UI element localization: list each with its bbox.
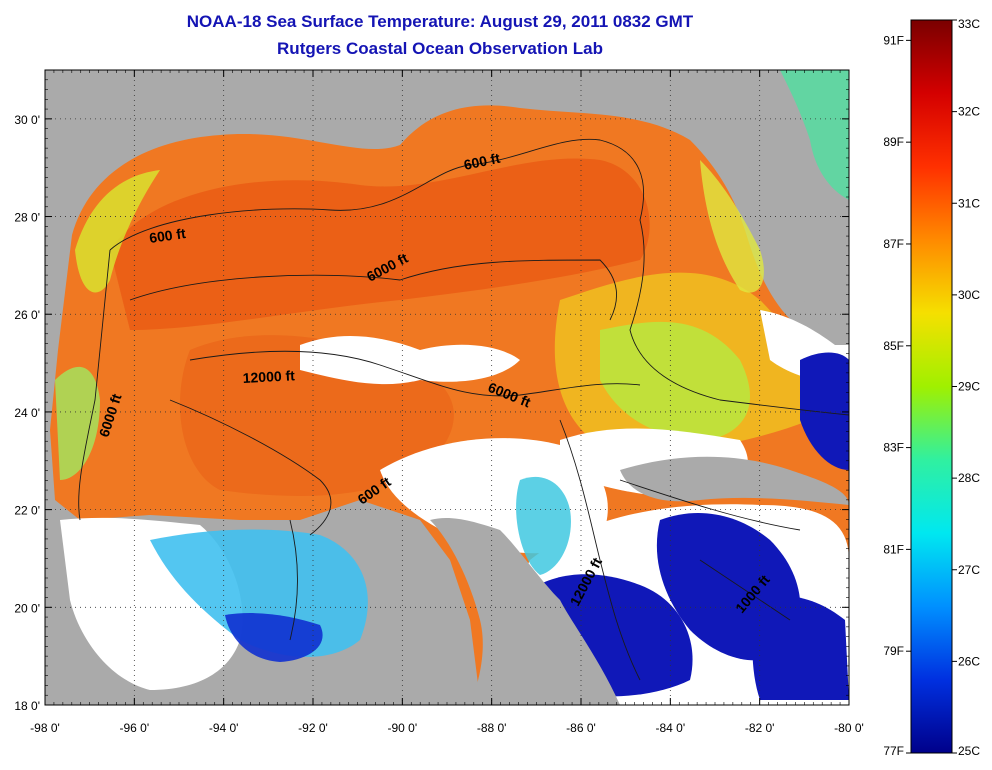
graticule bbox=[45, 70, 849, 705]
coastal-yellow-north bbox=[75, 170, 160, 293]
fahrenheit-label: 85F bbox=[883, 339, 904, 353]
fahrenheit-label: 77F bbox=[883, 744, 904, 758]
x-tick-label: -84 0' bbox=[656, 721, 686, 735]
x-tick-label: -82 0' bbox=[745, 721, 775, 735]
latitude-ticks: 18 0' 20 0' 22 0' 24 0' 26 0' 28 0' 30 0' bbox=[14, 69, 849, 713]
cuba-land bbox=[620, 456, 849, 505]
yucatan-land bbox=[430, 518, 620, 705]
cold-water-sw bbox=[225, 613, 323, 662]
cold-water-se-3 bbox=[752, 596, 849, 700]
transition-green bbox=[600, 321, 750, 440]
colorbar-fahrenheit-labels: 91F 89F 87F 85F 83F 81F 79F 77F bbox=[883, 33, 911, 758]
colorbar-celsius-labels: 33C 32C 31C 30C 29C 28C 27C 26C 25C bbox=[952, 17, 980, 758]
celsius-label: 32C bbox=[958, 105, 980, 119]
y-tick-label: 24 0' bbox=[14, 406, 40, 420]
contour-label: 600 ft bbox=[148, 225, 187, 246]
y-tick-label: 28 0' bbox=[14, 211, 40, 225]
atlantic-coastal-water bbox=[780, 70, 849, 200]
celsius-label: 33C bbox=[958, 17, 980, 31]
celsius-label: 31C bbox=[958, 196, 980, 210]
x-tick-label: -96 0' bbox=[120, 721, 150, 735]
contour-label: 12000 ft bbox=[242, 367, 295, 386]
cool-water-yucatan bbox=[516, 476, 571, 575]
celsius-label: 26C bbox=[958, 654, 980, 668]
florida-gulf-coast-water bbox=[700, 160, 764, 293]
bathymetry-contours bbox=[78, 138, 849, 681]
celsius-label: 27C bbox=[958, 563, 980, 577]
cold-water-east bbox=[800, 352, 849, 470]
fahrenheit-label: 91F bbox=[883, 33, 904, 47]
celsius-label: 28C bbox=[958, 471, 980, 485]
x-tick-label: -92 0' bbox=[298, 721, 328, 735]
celsius-label: 30C bbox=[958, 288, 980, 302]
y-tick-label: 30 0' bbox=[14, 113, 40, 127]
fahrenheit-label: 81F bbox=[883, 542, 904, 556]
y-tick-label: 18 0' bbox=[14, 699, 40, 713]
hot-core bbox=[110, 158, 650, 330]
longitude-ticks: -98 0' -96 0' -94 0' -92 0' -90 0' -88 0' -86 … bbox=[30, 70, 864, 735]
y-tick-label: 20 0' bbox=[14, 601, 40, 615]
fahrenheit-label: 79F bbox=[883, 644, 904, 658]
x-tick-label: -94 0' bbox=[209, 721, 239, 735]
x-tick-label: -90 0' bbox=[388, 721, 418, 735]
celsius-label: 29C bbox=[958, 380, 980, 394]
fahrenheit-label: 83F bbox=[883, 441, 904, 455]
colorbar-scale bbox=[910, 19, 953, 754]
fahrenheit-label: 89F bbox=[883, 135, 904, 149]
map-subtitle: Rutgers Coastal Ocean Observation Lab bbox=[277, 39, 603, 58]
x-tick-label: -80 0' bbox=[834, 721, 864, 735]
x-tick-label: -88 0' bbox=[477, 721, 507, 735]
x-tick-label: -86 0' bbox=[566, 721, 596, 735]
map-title: NOAA-18 Sea Surface Temperature: August … bbox=[186, 12, 694, 31]
y-tick-label: 26 0' bbox=[14, 308, 40, 322]
x-tick-label: -98 0' bbox=[30, 721, 60, 735]
fahrenheit-label: 87F bbox=[883, 237, 904, 251]
y-tick-label: 22 0' bbox=[14, 504, 40, 518]
celsius-label: 25C bbox=[958, 744, 980, 758]
cloud-patch-central bbox=[300, 335, 520, 385]
coastal-green-west bbox=[55, 366, 100, 480]
